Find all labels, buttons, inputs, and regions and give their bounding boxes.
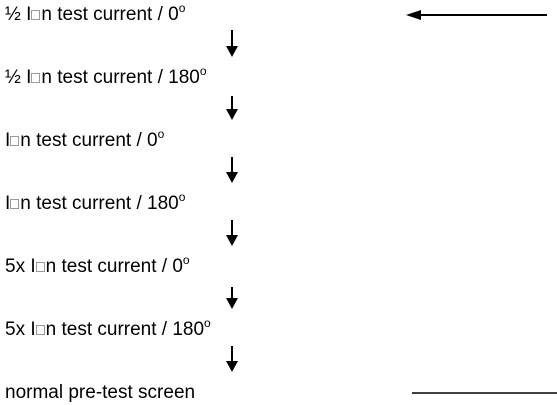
delta-box-icon bbox=[31, 10, 41, 20]
down-arrow-icon bbox=[226, 220, 238, 246]
step-text: normal pre-test screen bbox=[5, 382, 196, 403]
degree-symbol: o bbox=[178, 1, 186, 15]
step-normal-pre-test-screen: normal pre-test screen bbox=[5, 382, 195, 404]
step-text: n test current / 180 bbox=[20, 193, 179, 214]
step-prefix: 5x I bbox=[5, 319, 36, 340]
degree-symbol: o bbox=[178, 190, 186, 204]
step-half-in-180deg: ½ I n test current / 180o bbox=[5, 64, 207, 89]
degree-symbol: o bbox=[157, 127, 165, 141]
step-prefix: I bbox=[5, 193, 11, 214]
down-arrow-icon bbox=[226, 346, 238, 372]
down-arrow-icon bbox=[226, 157, 238, 183]
step-prefix: ½ I bbox=[5, 67, 32, 88]
step-text: n test current / 0 bbox=[45, 256, 183, 277]
down-arrow-icon bbox=[226, 96, 238, 120]
delta-box-icon bbox=[35, 262, 45, 272]
step-text: n test current / 180 bbox=[45, 319, 205, 340]
degree-symbol: o bbox=[204, 316, 211, 330]
delta-box-icon bbox=[35, 325, 45, 335]
degree-symbol: o bbox=[182, 253, 190, 267]
step-5x-in-0deg: 5x I n test current / 0o bbox=[5, 253, 190, 278]
step-prefix: I bbox=[5, 130, 11, 151]
delta-box-icon bbox=[10, 136, 20, 146]
degree-symbol: o bbox=[199, 64, 207, 78]
down-arrow-icon bbox=[226, 287, 238, 309]
step-half-in-0deg: ½ I n test current / 0o bbox=[5, 1, 186, 26]
delta-box-icon bbox=[10, 199, 20, 209]
delta-box-icon bbox=[31, 73, 41, 83]
step-prefix: 5x I bbox=[5, 256, 36, 277]
return-arrow-icon bbox=[406, 10, 547, 20]
step-text: n test current / 180 bbox=[41, 67, 200, 88]
step-prefix: ½ I bbox=[5, 4, 32, 25]
step-text: n test current / 0 bbox=[20, 130, 158, 151]
down-arrow-icon bbox=[226, 30, 238, 57]
step-text: n test current / 0 bbox=[41, 4, 179, 25]
step-5x-in-180deg: 5x I n test current / 180o bbox=[5, 316, 211, 341]
